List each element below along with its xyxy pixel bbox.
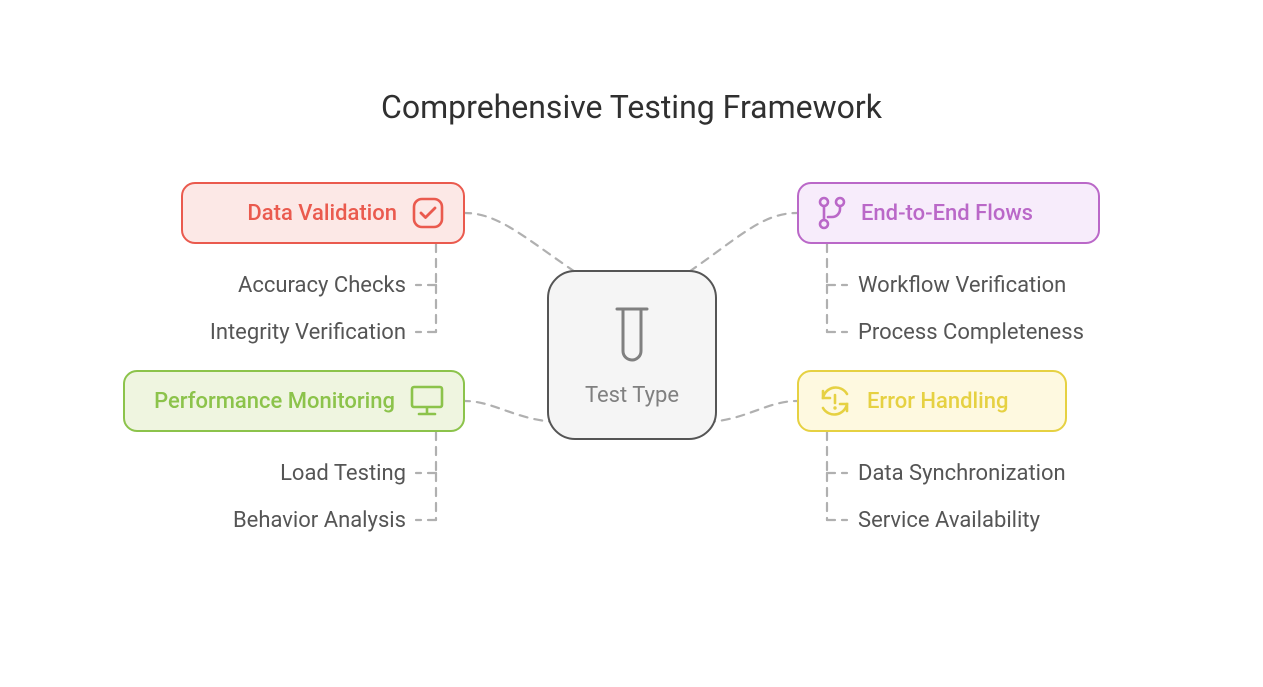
node-end-to-end-flows: End-to-End Flows (797, 182, 1100, 244)
monitor-icon (409, 384, 445, 418)
node-performance-monitoring-label: Performance Monitoring (154, 389, 395, 414)
sub-accuracy-checks: Accuracy Checks (238, 273, 406, 298)
test-tube-icon (605, 303, 659, 373)
git-branch-icon (817, 195, 847, 231)
sub-process-completeness: Process Completeness (858, 320, 1084, 345)
node-performance-monitoring: Performance Monitoring (123, 370, 465, 432)
sub-workflow-verification: Workflow Verification (858, 273, 1066, 298)
sync-warn-icon (817, 384, 853, 418)
center-node-label: Test Type (585, 383, 679, 408)
node-data-validation-label: Data Validation (247, 201, 397, 226)
node-error-handling-label: Error Handling (867, 389, 1008, 414)
center-node-test-type: Test Type (547, 270, 717, 440)
check-rounded-icon (411, 196, 445, 230)
sub-integrity-verification: Integrity Verification (210, 320, 406, 345)
sub-behavior-analysis: Behavior Analysis (233, 508, 406, 533)
sub-data-synchronization: Data Synchronization (858, 461, 1066, 486)
sub-service-availability: Service Availability (858, 508, 1040, 533)
sub-load-testing: Load Testing (280, 461, 406, 486)
page-title: Comprehensive Testing Framework (381, 88, 882, 126)
node-data-validation: Data Validation (181, 182, 465, 244)
node-error-handling: Error Handling (797, 370, 1067, 432)
node-end-to-end-flows-label: End-to-End Flows (861, 201, 1033, 226)
